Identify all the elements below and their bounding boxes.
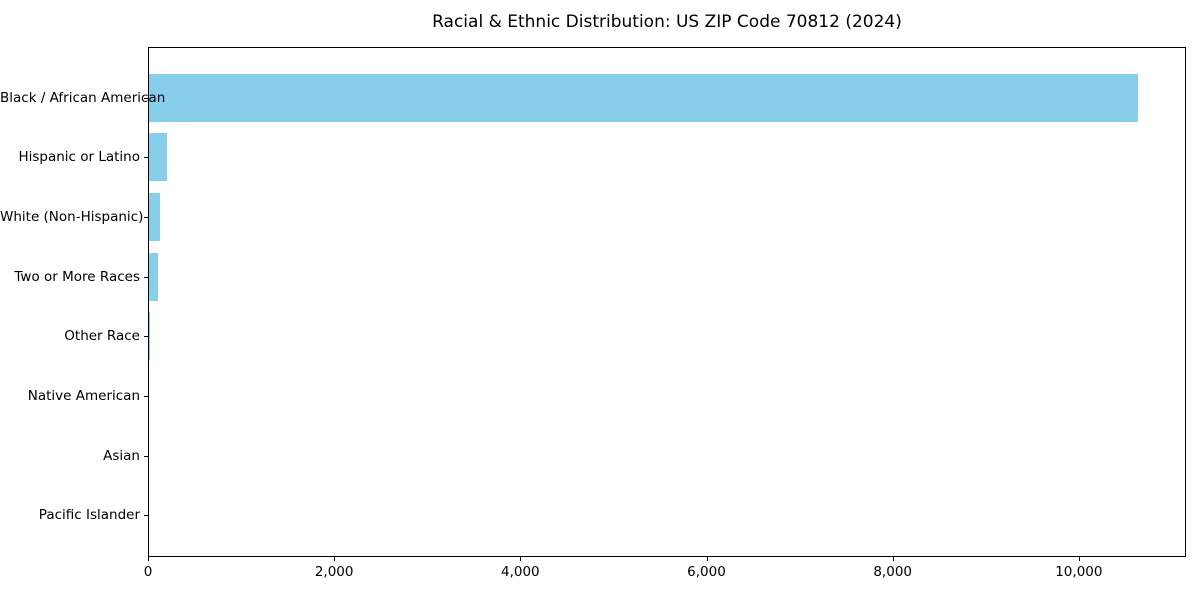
x-tick-label: 10,000 — [1055, 564, 1103, 580]
bar-other-race — [149, 312, 150, 361]
x-tick — [706, 557, 708, 561]
x-tick — [334, 557, 336, 561]
bar-black-african-american — [149, 73, 1138, 122]
x-tick-label: 4,000 — [501, 564, 540, 580]
x-tick-label: 2,000 — [314, 564, 354, 580]
y-tick — [144, 396, 148, 397]
x-tick — [1078, 557, 1080, 561]
y-tick-label: Pacific Islander — [38, 507, 140, 524]
y-tick — [144, 515, 148, 517]
bar-white-non-hispanic- — [149, 192, 160, 241]
bar-two-or-more-races — [149, 252, 159, 301]
y-tick-label: White (Non-Hispanic) — [0, 208, 144, 225]
bar-hispanic-or-latino — [149, 133, 167, 182]
y-tick-label: Hispanic or Latino — [18, 149, 140, 166]
y-tick — [144, 216, 148, 218]
plot-area — [148, 47, 1186, 557]
x-tick — [892, 557, 894, 561]
y-tick — [144, 97, 148, 99]
y-tick-label: Asian — [103, 447, 140, 464]
x-tick-label: 0 — [143, 564, 153, 580]
y-tick-label: Other Race — [64, 328, 140, 345]
y-tick — [144, 276, 148, 278]
y-tick — [144, 157, 148, 159]
y-tick — [144, 336, 148, 338]
y-tick — [144, 455, 148, 457]
y-tick-label: Two or More Races — [14, 268, 140, 285]
x-tick — [520, 557, 522, 561]
x-tick-label: 6,000 — [687, 564, 726, 580]
y-tick-label: Black / African American — [0, 89, 166, 106]
y-tick-label: Native American — [27, 388, 140, 404]
chart-title: Racial & Ethnic Distribution: US ZIP Cod… — [432, 12, 902, 32]
x-tick-label: 8,000 — [873, 564, 912, 580]
x-tick — [148, 557, 149, 561]
